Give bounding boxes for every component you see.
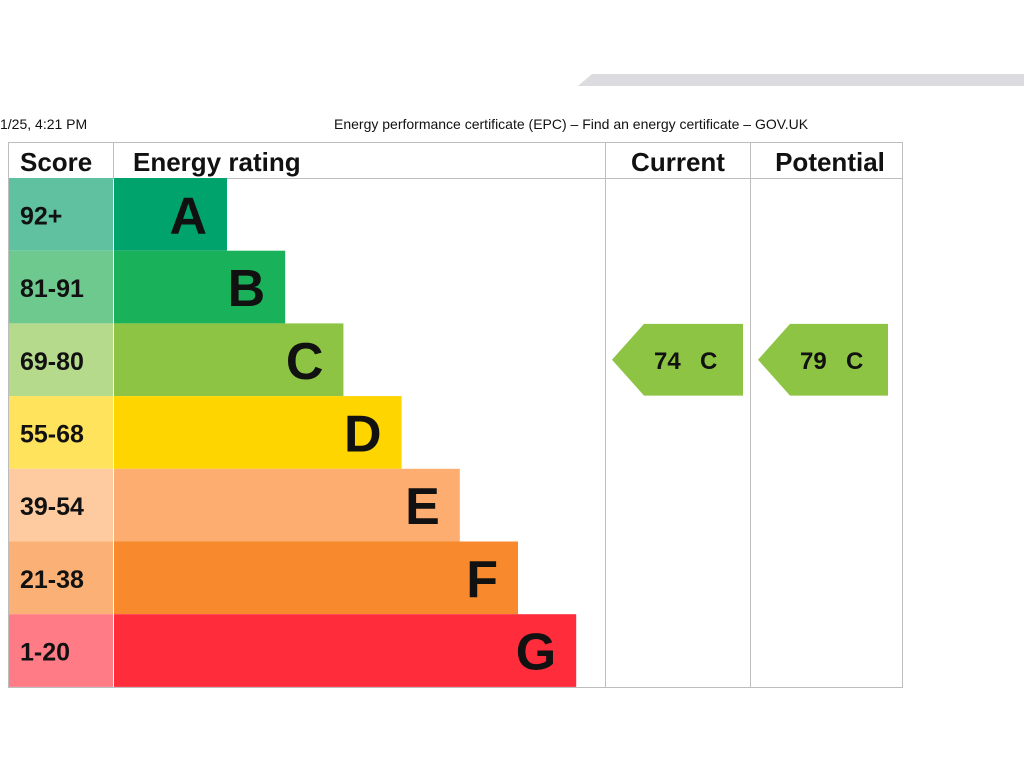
score-cell-g	[9, 614, 113, 687]
energy-rating-column-header: Energy rating	[133, 147, 301, 177]
score-label-c: 69-80	[20, 348, 84, 376]
score-column-header: Score	[20, 147, 92, 177]
rating-bar-a	[114, 178, 227, 251]
potential-rating-letter: C	[846, 348, 863, 375]
print-date: 1/25, 4:21 PM	[0, 116, 88, 132]
rating-markers: 74 C 79 C	[612, 323, 888, 396]
score-cell-d	[9, 396, 113, 469]
rating-letter-g: G	[516, 624, 556, 682]
potential-column-header: Potential	[775, 147, 885, 177]
score-label-a: 92+	[20, 202, 62, 230]
rating-letter-f: F	[466, 551, 498, 609]
current-rating-letter: C	[700, 348, 717, 375]
rating-bar-c	[114, 323, 344, 397]
rating-letter-e: E	[405, 478, 440, 536]
rating-bar-d	[114, 396, 402, 469]
rating-letter-a: A	[169, 187, 207, 245]
rating-bands: 92+ A 81-91 B 69-80 C 55-68 D 39-54 E 21-38 F 1-20 G	[9, 178, 577, 687]
rating-letter-b: B	[228, 260, 266, 318]
score-label-g: 1-20	[20, 639, 70, 667]
score-cell-c	[9, 323, 113, 397]
potential-marker	[758, 323, 888, 396]
rating-letter-d: D	[344, 405, 382, 463]
score-label-e: 39-54	[20, 493, 84, 521]
score-cell-b	[9, 250, 113, 324]
score-label-d: 55-68	[20, 420, 84, 448]
current-marker	[612, 323, 743, 396]
score-cell-f	[9, 541, 113, 615]
potential-score-value: 79	[800, 348, 827, 375]
current-column-header: Current	[631, 147, 725, 177]
score-cell-e	[9, 468, 113, 542]
rating-letter-c: C	[286, 333, 324, 391]
rating-bar-e	[114, 468, 460, 542]
score-cell-a	[9, 178, 113, 251]
score-label-b: 81-91	[20, 275, 84, 303]
top-decorative-bar	[578, 74, 1024, 86]
current-score-value: 74	[654, 348, 681, 375]
rating-bar-f	[114, 541, 518, 615]
page-title: Energy performance certificate (EPC) – F…	[334, 116, 809, 132]
rating-bar-g	[114, 614, 577, 687]
rating-bar-b	[114, 250, 286, 324]
score-label-f: 21-38	[20, 566, 84, 594]
